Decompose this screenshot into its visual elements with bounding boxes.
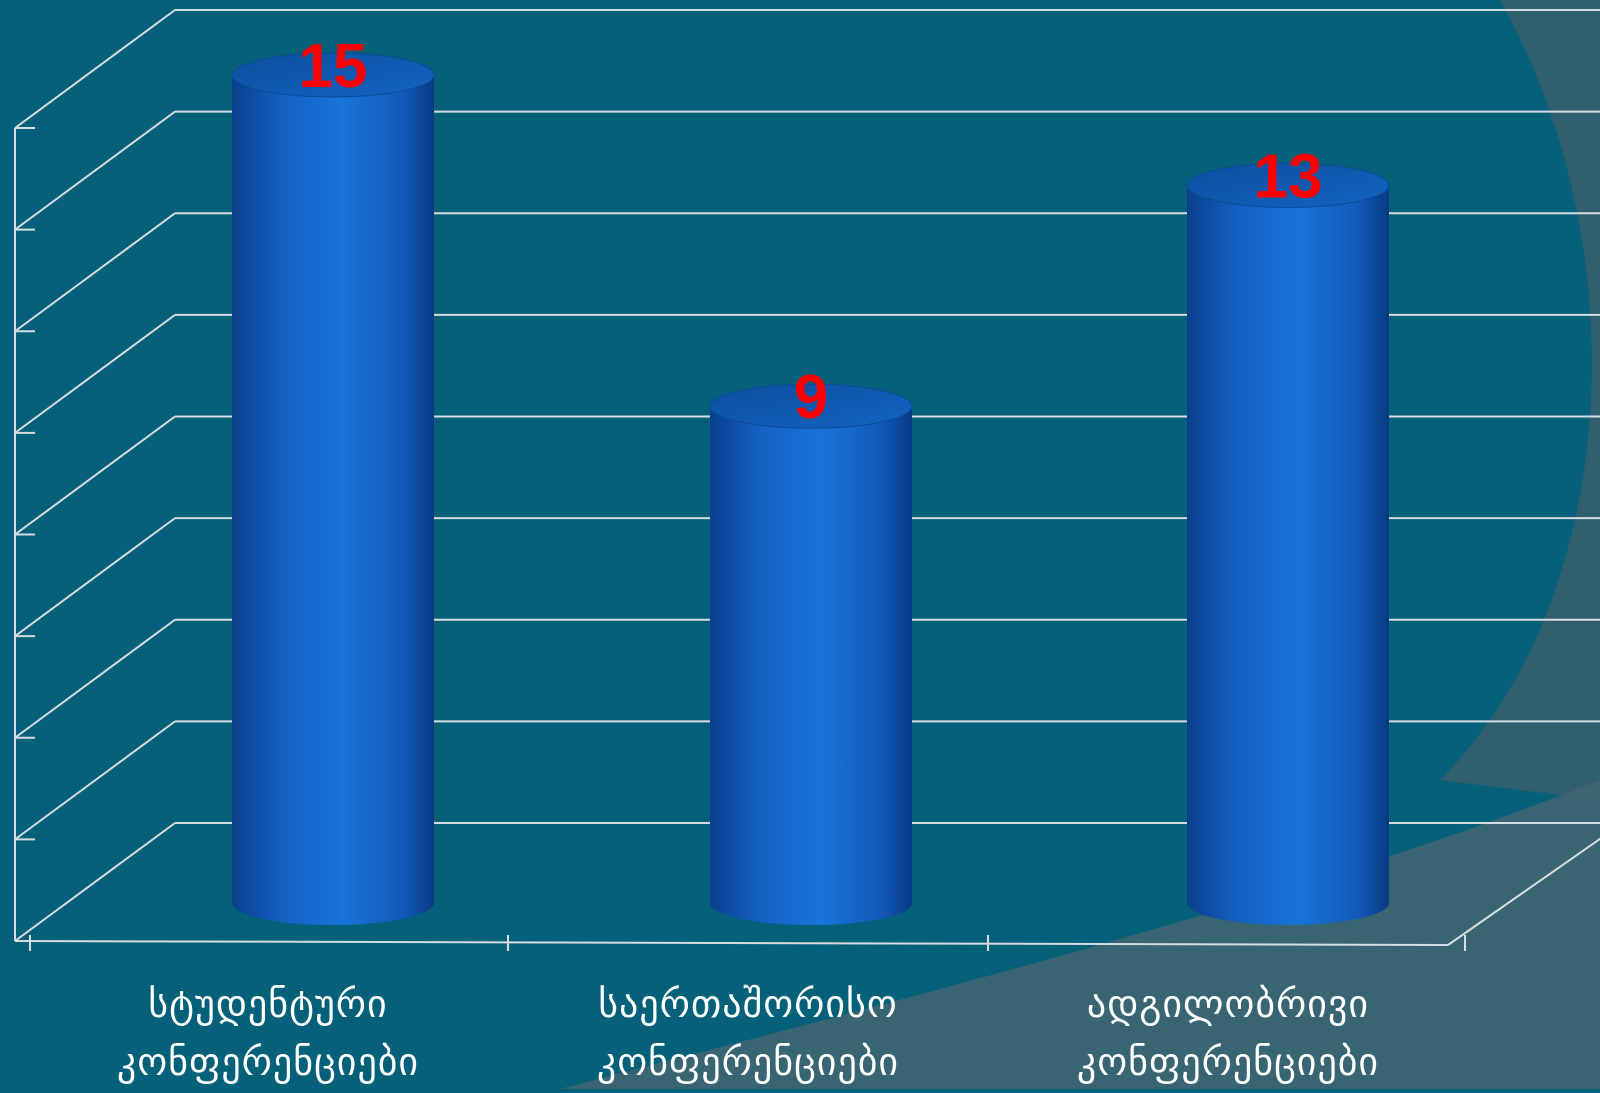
category-label-3: ადგილობრივი კონფერენციები (1018, 975, 1438, 1091)
gridline-side (14, 415, 176, 536)
bar-2 (709, 383, 913, 925)
category-label-line: კონფერენციები (596, 1040, 900, 1084)
gridline-side (14, 314, 176, 434)
gridline-side (14, 517, 176, 637)
gridline-side (14, 720, 176, 841)
bar-top-1 (231, 52, 435, 98)
bar-3 (1186, 162, 1390, 925)
bar-body-3 (1187, 185, 1389, 925)
chart-bars (231, 52, 1390, 925)
gridline-side (14, 212, 176, 333)
bar-1 (231, 52, 435, 925)
data-label-3: 13 (1254, 142, 1323, 211)
gridline-side (14, 110, 176, 231)
gridline-side (14, 9, 176, 129)
x-axis (14, 940, 1449, 946)
category-label-line: ადგილობრივი (1086, 982, 1370, 1026)
category-label-1: სტუდენტური კონფერენციები (58, 975, 478, 1091)
bar-body-2 (710, 406, 912, 925)
gridline-side (14, 618, 176, 739)
gridline-side (14, 822, 176, 942)
category-label-line: კონფერენციები (1076, 1040, 1380, 1084)
floor-edge-right (1447, 837, 1600, 946)
bar-top-2 (709, 383, 913, 429)
chart-data-labels: 15 9 13 (299, 32, 1323, 432)
data-label-2: 9 (794, 363, 828, 432)
category-label-2: საერთაშორისო კონფერენციები (538, 975, 958, 1091)
data-label-1: 15 (299, 32, 368, 101)
category-label-line: საერთაშორისო (598, 982, 898, 1026)
corner-swoosh-bottom (560, 780, 1600, 1089)
category-label-line: კონფერენციები (116, 1040, 420, 1084)
bar-body-1 (232, 75, 434, 925)
corner-swoosh-right (1440, 0, 1600, 800)
background-decoration (560, 0, 1600, 1089)
bar-top-3 (1186, 162, 1390, 208)
category-label-line: სტუდენტური (148, 982, 388, 1026)
